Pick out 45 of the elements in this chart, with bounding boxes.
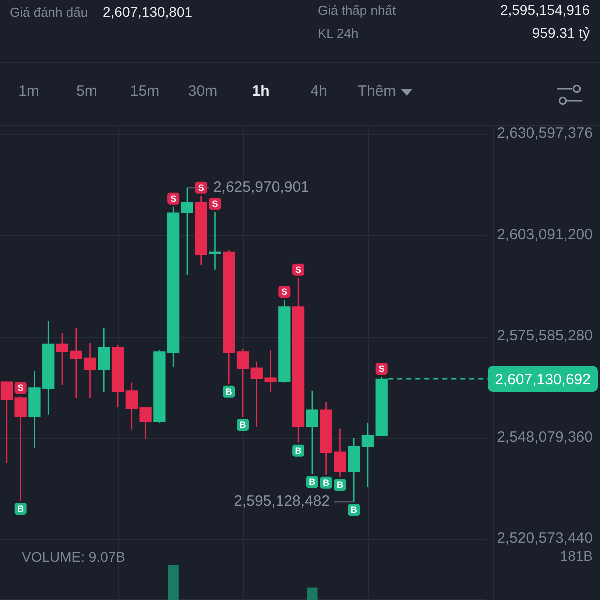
annotation: B bbox=[240, 420, 247, 430]
candlestick bbox=[181, 187, 194, 276]
annotation: S bbox=[170, 194, 177, 204]
annotation: B bbox=[309, 477, 316, 488]
annotation: B bbox=[350, 505, 358, 516]
text: Giá thấp nhất bbox=[318, 3, 396, 19]
text: 2,595,154,916 bbox=[500, 2, 590, 18]
candlestick bbox=[209, 211, 222, 270]
y-tick-label: 2,575,585,280 bbox=[497, 328, 593, 345]
text: 15m bbox=[130, 83, 160, 101]
annotation: B bbox=[336, 480, 344, 490]
annotation: 2,595,128,482 bbox=[234, 493, 330, 510]
text: Giá đánh dấu bbox=[10, 5, 88, 21]
annotation: S bbox=[296, 264, 302, 275]
text: Thêm bbox=[358, 83, 396, 101]
candlestick bbox=[236, 348, 250, 418]
text: 959.31 tỷ bbox=[532, 25, 590, 41]
annotation: B bbox=[226, 386, 233, 397]
y-tick-label: 2,520,573,440 bbox=[497, 530, 593, 548]
text: 2,607,130,801 bbox=[103, 4, 193, 20]
text: 30m bbox=[188, 83, 218, 101]
y-tick-label: 2,603,091,200 bbox=[497, 226, 593, 244]
text: 5m bbox=[76, 83, 98, 101]
annotation: S bbox=[18, 383, 24, 394]
annotation: 2,625,970,901 bbox=[213, 179, 310, 196]
candlestick bbox=[98, 327, 110, 393]
y-tick-label: 2,630,597,376 bbox=[497, 125, 593, 142]
text: 2,607,130,692 bbox=[495, 371, 592, 388]
annotation: B bbox=[295, 446, 302, 456]
text: KL 24h bbox=[318, 26, 359, 42]
text: 4h bbox=[310, 83, 328, 101]
annotation: B bbox=[323, 478, 330, 488]
annotation: S bbox=[378, 364, 385, 374]
candlestick bbox=[306, 390, 319, 475]
text: 1m bbox=[18, 83, 40, 101]
text: 1h bbox=[252, 83, 270, 101]
candlestick bbox=[56, 332, 69, 386]
candlestick bbox=[362, 422, 374, 488]
annotation: B bbox=[18, 504, 25, 514]
annotation: S bbox=[212, 199, 218, 210]
annotation: S bbox=[198, 182, 204, 193]
text: 181B bbox=[560, 548, 593, 564]
annotation: VOLUME: 9.07B bbox=[22, 549, 126, 565]
annotation: S bbox=[282, 286, 288, 297]
y-tick-label: 2,548,079,360 bbox=[497, 428, 593, 446]
